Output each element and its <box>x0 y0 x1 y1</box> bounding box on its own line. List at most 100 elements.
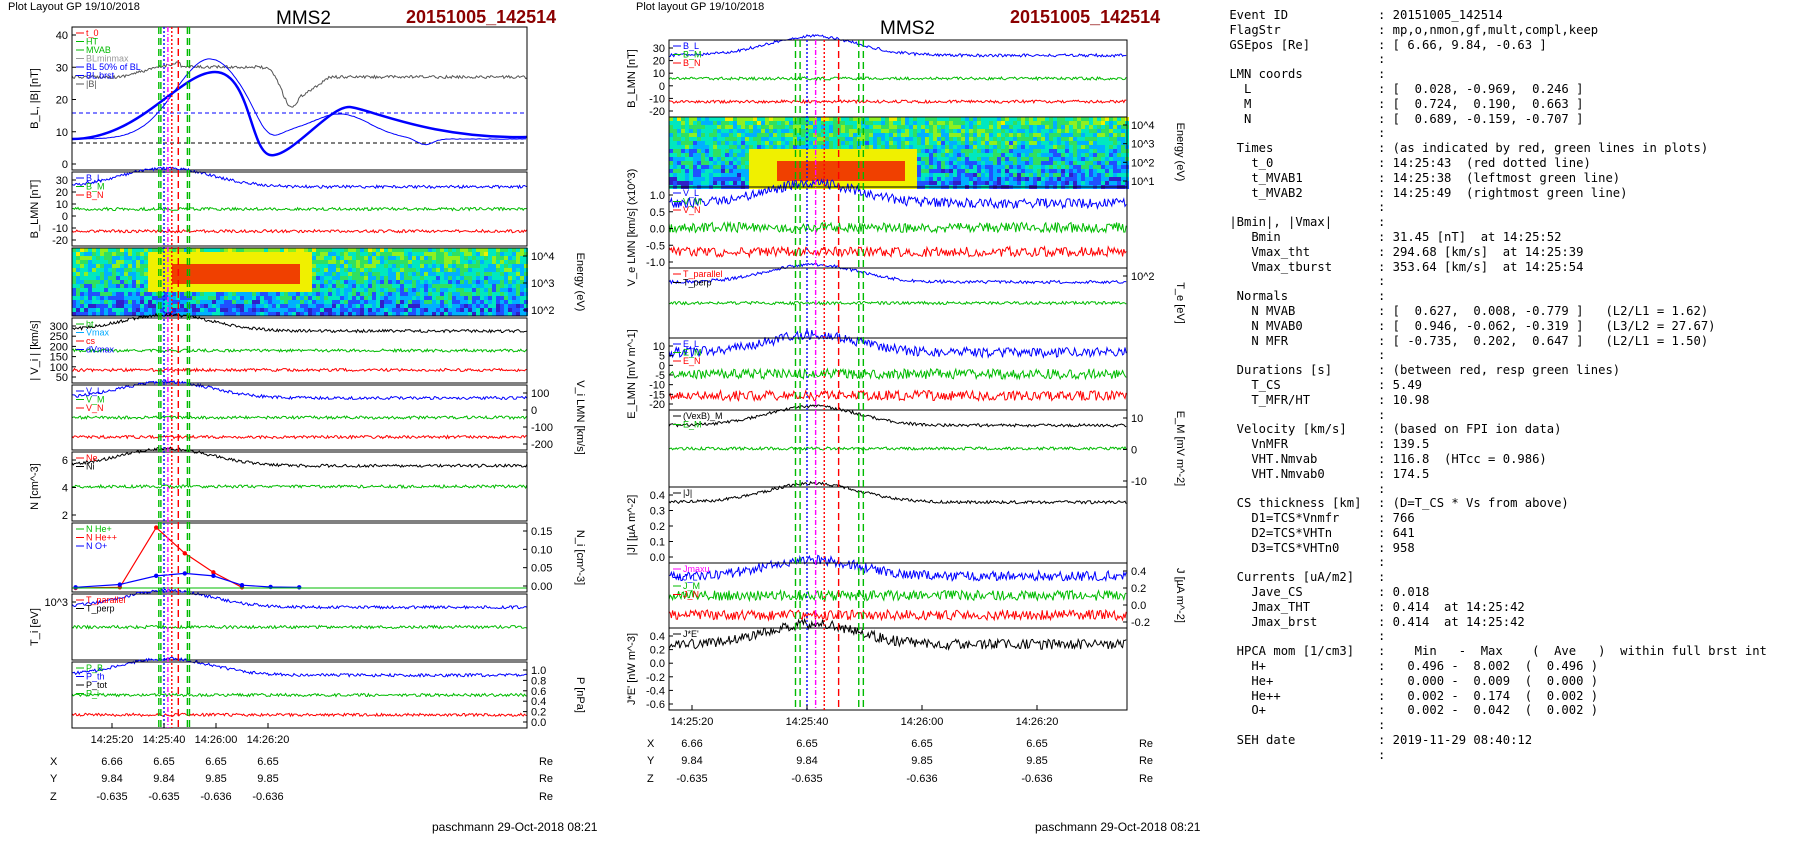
left-ion-spectrogram-cell <box>212 260 216 264</box>
middle-electron-spectrogram-cell <box>1085 153 1089 157</box>
middle-electron-spectrogram-cell <box>1013 181 1017 185</box>
left-ion-spectrogram-cell <box>460 312 464 316</box>
left-ytick-label: 0 <box>62 159 68 171</box>
middle-electron-spectrogram-cell <box>1017 153 1021 157</box>
left-ion-spectrogram-cell <box>104 248 108 252</box>
left-panel-frame <box>71 661 528 729</box>
left-ion-spectrogram-cell <box>240 272 244 276</box>
left-ion-spectrogram-cell <box>368 248 372 252</box>
middle-electron-spectrogram-cell <box>1037 121 1041 125</box>
middle-electron-spectrogram-cell <box>709 181 713 185</box>
middle-electron-spectrogram-cell <box>797 117 801 121</box>
left-ion-spectrogram-cell <box>104 268 108 272</box>
middle-electron-spectrogram-cell <box>1113 145 1117 149</box>
left-ion-spectrogram-cell <box>448 260 452 264</box>
left-ion-spectrogram-cell <box>420 288 424 292</box>
middle-electron-spectrogram-cell <box>829 133 833 137</box>
middle-electron-spectrogram-cell <box>1005 137 1009 141</box>
left-ion-spectrogram-cell <box>504 292 508 296</box>
middle-electron-spectrogram-cell <box>701 121 705 125</box>
middle-electron-spectrogram-cell <box>705 169 709 173</box>
middle-electron-spectrogram-cell <box>957 133 961 137</box>
middle-electron-spectrogram-cell <box>1005 157 1009 161</box>
left-ion-spectrogram-cell <box>152 264 156 268</box>
middle-electron-spectrogram-cell <box>877 149 881 153</box>
left-ion-spectrogram-cell <box>476 260 480 264</box>
info-row: GSEpos [Re]: [ 6.66, 9.84, -0.63 ] <box>1222 38 1767 53</box>
middle-electron-spectrogram-cell <box>797 121 801 125</box>
middle-electron-spectrogram-cell <box>721 125 725 129</box>
middle-electron-spectrogram-cell <box>829 137 833 141</box>
left-ion-spectrogram-cell <box>388 264 392 268</box>
middle-electron-spectrogram-cell <box>673 121 677 125</box>
left-ion-spectrogram-cell <box>468 296 472 300</box>
middle-electron-spectrogram-cell <box>685 181 689 185</box>
middle-electron-spectrogram-cell <box>865 129 869 133</box>
middle-electron-spectrogram-cell <box>1045 165 1049 169</box>
left-spacecraft-label: MMS2 <box>276 8 331 29</box>
left-ion-spectrogram-cell <box>384 272 388 276</box>
middle-electron-spectrogram-cell <box>965 157 969 161</box>
middle-electron-spectrogram-cell <box>765 181 769 185</box>
left-ion-spectrogram-cell <box>496 260 500 264</box>
middle-series-line <box>668 617 1127 651</box>
middle-electron-spectrogram-cell <box>989 149 993 153</box>
left-ion-spectrogram-cell <box>452 252 456 256</box>
middle-electron-spectrogram-cell <box>893 173 897 177</box>
left-ion-spectrogram-cell <box>388 272 392 276</box>
middle-electron-spectrogram-cell <box>989 157 993 161</box>
left-ion-spectrogram-cell <box>132 260 136 264</box>
middle-electron-spectrogram-cell <box>833 145 837 149</box>
left-ion-spectrogram-cell <box>180 248 184 252</box>
left-ion-spectrogram-cell <box>376 292 380 296</box>
left-ion-spectrogram-cell <box>344 300 348 304</box>
middle-electron-spectrogram-cell <box>901 153 905 157</box>
middle-electron-spectrogram-cell <box>809 133 813 137</box>
middle-electron-spectrogram-cell <box>701 173 705 177</box>
middle-electron-spectrogram-cell <box>973 157 977 161</box>
left-ion-spectrogram-cell <box>504 288 508 292</box>
left-ion-spectrogram-cell <box>200 252 204 256</box>
middle-ytick-label: 10 <box>1131 413 1143 425</box>
left-ion-spectrogram-cell <box>448 272 452 276</box>
left-ion-spectrogram-cell <box>416 268 420 272</box>
middle-electron-spectrogram-cell <box>757 129 761 133</box>
left-ion-spectrogram-cell <box>496 264 500 268</box>
middle-electron-spectrogram-cell <box>765 137 769 141</box>
middle-electron-spectrogram-cell <box>1013 137 1017 141</box>
left-ion-spectrogram-cell <box>156 264 160 268</box>
left-ion-spectrogram-cell <box>240 300 244 304</box>
left-ion-spectrogram-cell <box>464 272 468 276</box>
middle-electron-spectrogram-cell <box>1029 129 1033 133</box>
left-ion-spectrogram-cell <box>200 276 204 280</box>
left-ion-spectrogram-cell <box>520 288 524 292</box>
left-ion-spectrogram-cell <box>220 284 224 288</box>
left-ion-spectrogram-cell <box>404 248 408 252</box>
middle-electron-spectrogram-cell <box>1021 181 1025 185</box>
left-ion-spectrogram-cell <box>348 292 352 296</box>
middle-electron-spectrogram-cell <box>885 121 889 125</box>
left-ion-spectrogram-cell <box>492 312 496 316</box>
left-ion-spectrogram-cell <box>376 308 380 312</box>
left-ion-spectrogram-cell <box>448 308 452 312</box>
left-ion-spectrogram-cell <box>352 304 356 308</box>
middle-electron-spectrogram-cell <box>985 129 989 133</box>
left-ion-spectrogram-cell <box>420 296 424 300</box>
left-ion-spectrogram-cell <box>80 268 84 272</box>
left-ion-spectrogram-cell <box>364 312 368 316</box>
middle-electron-spectrogram-cell <box>1089 117 1093 121</box>
left-ion-spectrogram-cell <box>464 300 468 304</box>
middle-electron-spectrogram-cell <box>901 169 905 173</box>
middle-event-id: 20151005_142514 <box>1010 7 1161 27</box>
left-ion-spectrogram-cell <box>352 300 356 304</box>
middle-electron-spectrogram-cell <box>669 117 673 121</box>
middle-electron-spectrogram-cell <box>1009 125 1013 129</box>
middle-electron-spectrogram-cell <box>1113 153 1117 157</box>
left-ion-spectrogram-cell <box>428 264 432 268</box>
left-ion-spectrogram-cell <box>404 268 408 272</box>
left-ion-spectrogram-cell <box>488 312 492 316</box>
left-ion-spectrogram-cell <box>272 256 276 260</box>
middle-electron-spectrogram-cell <box>681 117 685 121</box>
middle-electron-spectrogram-cell <box>781 153 785 157</box>
left-ion-spectrogram-cell <box>176 308 180 312</box>
